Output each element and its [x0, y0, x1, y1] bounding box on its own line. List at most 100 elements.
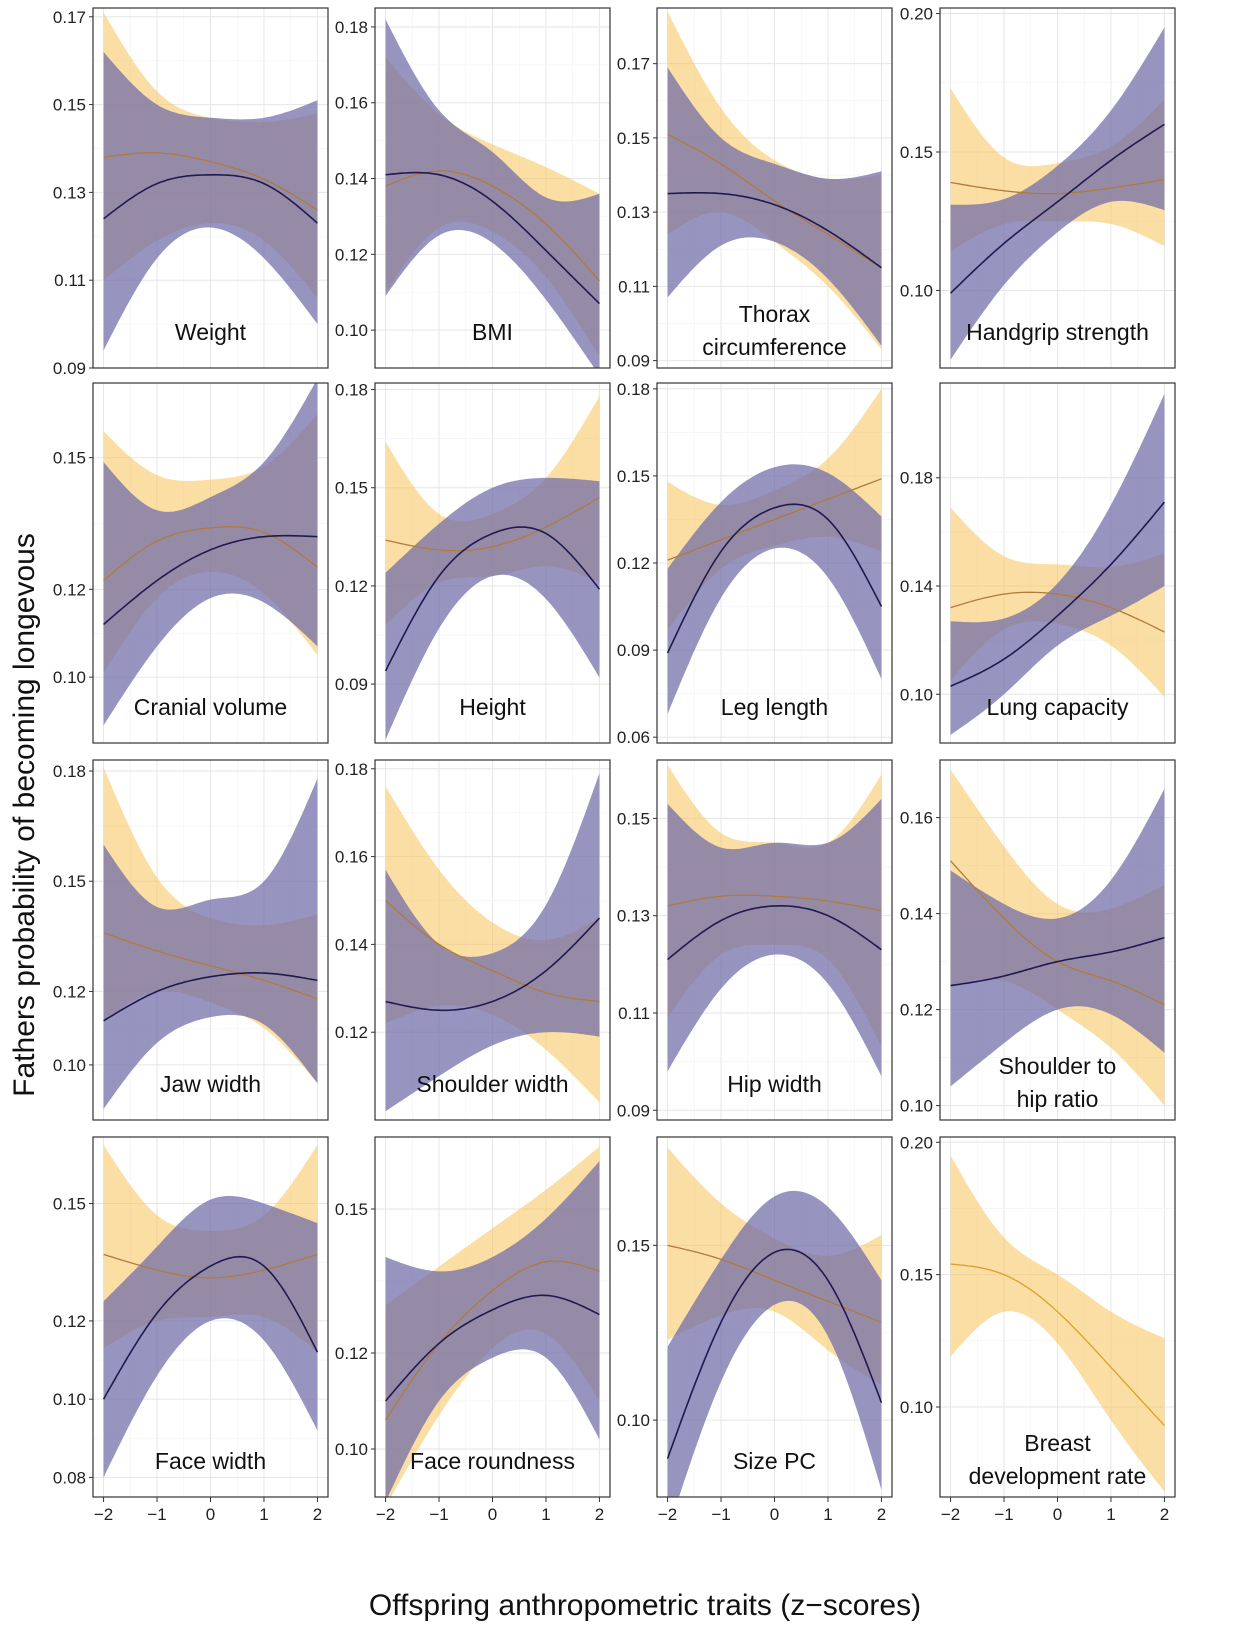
panel-10: 0.12 0.14 0.16 0.18 Shoulder width	[335, 759, 611, 1121]
panel-title: Lung capacity	[987, 694, 1129, 720]
y-tick-label: 0.14	[900, 577, 933, 596]
panel-title: Hip width	[727, 1071, 822, 1097]
panel-frame	[92, 382, 329, 744]
panel-3: 0.09 0.11 0.13 0.15 0.17 Thorax circumference	[617, 7, 893, 371]
panel-11: 0.09 0.11 0.13 0.15 Hip width	[617, 759, 893, 1121]
daughters-fit-line	[103, 152, 318, 211]
plot-area	[950, 393, 1166, 735]
plot-area	[950, 1155, 1165, 1492]
plot-area	[103, 12, 318, 351]
y-tick-label: 0.10	[900, 685, 933, 704]
y-tick-label: 0.16	[900, 809, 933, 828]
plot-area	[667, 11, 882, 350]
plot-area	[102, 1144, 319, 1478]
x-tick-label: 1	[1106, 1505, 1115, 1524]
y-tick-label: 0.20	[900, 5, 933, 24]
panel-14: 0.10 0.12 0.15 −2 −1 0 1 2 Face roundness	[335, 1136, 611, 1524]
y-tick-label: 0.15	[53, 96, 86, 115]
y-tick-label: 0.11	[54, 271, 86, 290]
sons-ci-band	[667, 67, 882, 346]
sons-fit-line	[103, 174, 318, 224]
y-tick-label: 0.12	[617, 554, 650, 573]
daughters-fit-line	[667, 478, 882, 561]
y-tick-label: 0.18	[335, 760, 368, 779]
sons-ci-band	[385, 1161, 600, 1497]
panel-frame	[92, 7, 329, 369]
panel-2: 0.10 0.12 0.14 0.16 0.18 BMI	[335, 7, 611, 369]
panel-title: Handgrip strength	[966, 319, 1149, 345]
y-tick-label: 0.15	[617, 467, 650, 486]
y-tick-label: 0.09	[617, 1101, 650, 1120]
sons-fit-line	[103, 972, 318, 1022]
x-tick-label: 1	[541, 1505, 550, 1524]
x-tick-label: −2	[658, 1505, 677, 1524]
panel-13: 0.08 0.10 0.12 0.15 −2 −1 0 1 2 Face width	[53, 1136, 329, 1524]
daughters-ci-band	[950, 1155, 1165, 1492]
y-tick-label: 0.06	[617, 728, 650, 747]
y-tick-label: 0.10	[900, 281, 933, 300]
x-tick-label: 2	[877, 1505, 886, 1524]
x-tick-label: −2	[941, 1505, 960, 1524]
panel-title: Weight	[175, 319, 247, 345]
sons-fit-line	[950, 936, 1165, 987]
sons-fit-line	[102, 1255, 319, 1400]
panel-8: 0.10 0.14 0.18 Lung capacity	[900, 382, 1176, 744]
y-tick-label: 0.10	[335, 321, 368, 340]
panel-6: 0.09 0.12 0.15 0.18 Height	[335, 381, 611, 744]
y-tick-label: 0.12	[335, 577, 368, 596]
y-tick-label: 0.12	[53, 580, 86, 599]
panel-15: 0.10 0.15 −2 −1 0 1 2 Size PC	[617, 1136, 893, 1524]
y-tick-label: 0.10	[900, 1398, 933, 1417]
y-tick-label: 0.10	[53, 1056, 86, 1075]
x-tick-label: −2	[94, 1505, 113, 1524]
y-tick-label: 0.12	[335, 245, 368, 264]
panel-title: BMI	[472, 319, 513, 345]
y-tick-label: 0.15	[335, 479, 368, 498]
y-tick-label: 0.11	[618, 277, 650, 296]
panel-frame	[939, 7, 1176, 369]
panel-title: Shoulder width	[416, 1071, 568, 1097]
panel-12: 0.10 0.12 0.14 0.16 Shoulder to hip ratio	[900, 759, 1176, 1121]
panel-title: Thorax	[739, 301, 811, 327]
y-tick-label: 0.09	[53, 359, 86, 378]
x-tick-label: −2	[376, 1505, 395, 1524]
sons-fit-line	[103, 534, 318, 626]
y-tick-label: 0.15	[335, 1200, 368, 1219]
y-tick-label: 0.12	[900, 1001, 933, 1020]
y-axis-label: Fathers probability of becoming longevou…	[8, 533, 41, 1097]
sons-fit-line	[384, 526, 601, 672]
panel-frame	[939, 759, 1176, 1121]
daughters-fit-line	[950, 591, 1165, 633]
x-tick-label: 2	[1160, 1505, 1169, 1524]
plot-area	[667, 764, 882, 1077]
daughters-fit-line	[667, 894, 882, 912]
y-tick-label: 0.16	[335, 848, 368, 867]
sons-fit-line	[385, 171, 600, 305]
plot-area	[666, 388, 883, 714]
panel-frame	[656, 7, 893, 369]
panel-frame	[374, 7, 611, 369]
y-tick-label: 0.09	[335, 675, 368, 694]
panel-title: Face roundness	[410, 1448, 575, 1474]
y-tick-label: 0.12	[335, 1023, 368, 1042]
panel-5: 0.10 0.12 0.15 Cranial volume	[53, 382, 329, 744]
y-tick-label: 0.15	[900, 1266, 933, 1285]
x-tick-label: 2	[595, 1505, 604, 1524]
y-tick-label: 0.18	[335, 381, 368, 400]
y-tick-label: 0.18	[335, 18, 368, 37]
y-tick-label: 0.12	[53, 982, 86, 1001]
plot-area	[950, 27, 1165, 360]
y-tick-label: 0.14	[900, 905, 933, 924]
y-tick-label: 0.09	[617, 352, 650, 371]
y-tick-label: 0.13	[617, 907, 650, 926]
y-tick-label: 0.08	[53, 1468, 86, 1487]
daughters-fit-line	[950, 1263, 1165, 1426]
x-tick-label: −1	[429, 1505, 448, 1524]
y-tick-label: 0.12	[53, 1312, 86, 1331]
sons-ci-band	[385, 477, 600, 740]
panel-title: Shoulder to	[999, 1053, 1117, 1079]
sons-ci-band	[667, 464, 882, 714]
daughters-fit-line	[385, 1260, 600, 1421]
sons-fit-line	[384, 1294, 600, 1402]
panel-frame	[92, 759, 329, 1121]
